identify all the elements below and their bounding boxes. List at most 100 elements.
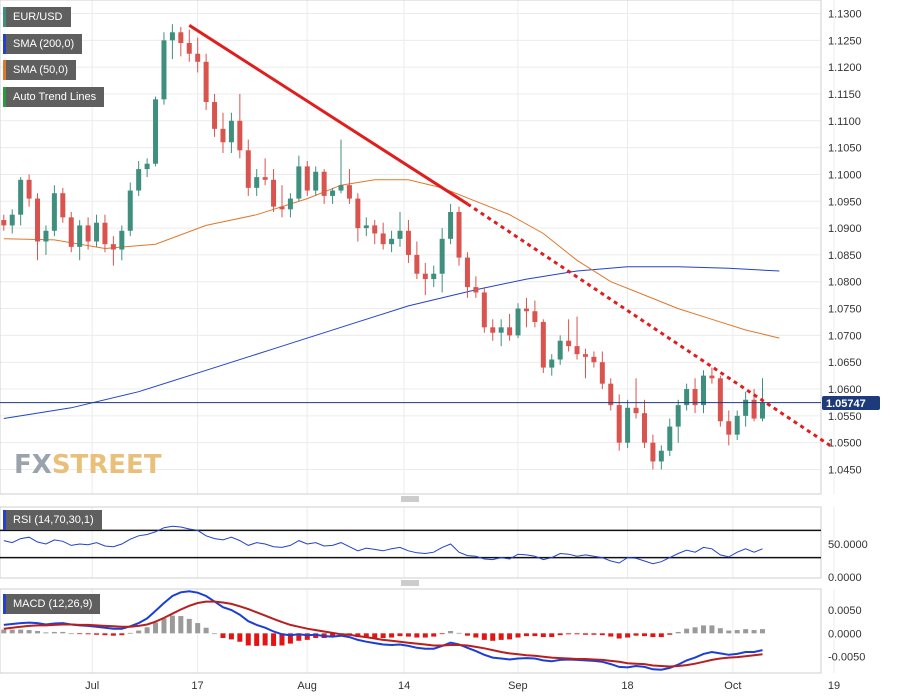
rsi-line <box>3 525 763 565</box>
price-tick-label: 1.1300 <box>828 9 862 21</box>
candle-body <box>599 362 605 384</box>
macd-histogram-bar <box>709 625 715 634</box>
candle-body <box>144 163 150 170</box>
macd-histogram-bar <box>372 633 378 638</box>
candle-body <box>456 211 462 258</box>
pair-swatch <box>3 7 6 27</box>
price-tick-label: 1.0700 <box>828 330 862 342</box>
macd-histogram-bar <box>85 633 91 635</box>
candle-body <box>60 193 66 218</box>
macd-histogram-bar <box>582 633 588 635</box>
macd-histogram-bar <box>77 633 83 635</box>
candle-body <box>35 198 41 242</box>
macd-histogram-bar <box>271 633 277 646</box>
macd-histogram-bar <box>254 633 260 646</box>
macd-histogram-bar <box>490 633 496 641</box>
macd-histogram-bar <box>650 633 656 638</box>
candle-body <box>692 389 698 406</box>
legend-rsi-label: RSI (14,70,30,1) <box>13 514 94 526</box>
legend-trend-lines[interactable]: Auto Trend Lines <box>3 87 105 107</box>
candle-body <box>212 102 218 129</box>
pane-resize-handle-2[interactable] <box>401 580 419 586</box>
candle-body <box>532 311 538 322</box>
candle-body <box>363 225 369 229</box>
candle-body <box>557 340 563 360</box>
macd-histogram-bar <box>51 631 57 634</box>
legend-sma50-label: SMA (50,0) <box>13 64 69 76</box>
candle-body <box>515 308 521 336</box>
macd-histogram-bar <box>119 633 125 636</box>
macd-histogram-bar <box>726 630 732 634</box>
candle-body <box>254 177 260 188</box>
candle-body <box>608 383 614 406</box>
macd-histogram-bar <box>540 633 546 638</box>
candle-body <box>186 43 192 54</box>
candle-body <box>667 426 673 451</box>
time-tick-label: Oct <box>724 680 741 692</box>
macd-histogram-bar <box>464 633 470 636</box>
trend-line-solid <box>188 24 469 206</box>
candle-body <box>102 222 108 245</box>
macd-histogram-bar <box>68 633 74 635</box>
macd-histogram-bar <box>161 618 167 634</box>
candle-body <box>700 375 706 406</box>
candle-body <box>338 185 344 191</box>
candle-body <box>464 257 470 288</box>
legend-pair[interactable]: EUR/USD <box>3 7 71 27</box>
macd-histogram-bar <box>566 633 572 635</box>
price-pane-frame <box>0 0 822 495</box>
candle-body <box>355 198 361 229</box>
candle-body <box>582 354 588 357</box>
candle-body <box>684 389 690 406</box>
candle-body <box>743 399 749 416</box>
macd-histogram-bar <box>35 631 41 634</box>
sma-50-path <box>3 179 780 339</box>
macd-histogram-bar <box>557 633 563 636</box>
macd-tick-label: 0.0050 <box>828 605 862 617</box>
legend-sma50[interactable]: SMA (50,0) <box>3 60 77 80</box>
candle-body <box>153 99 159 164</box>
candle-body <box>540 321 546 368</box>
price-tick-label: 1.0850 <box>828 250 862 262</box>
pane-resize-handle-1[interactable] <box>401 496 419 502</box>
price-tick-label: 1.0950 <box>828 196 862 208</box>
macd-tick-label: -0.0050 <box>828 652 865 664</box>
macd-histogram-bar <box>279 633 285 646</box>
macd-histogram-bar <box>153 622 159 634</box>
candle-body <box>271 179 277 207</box>
macd-histogram-bar <box>414 633 420 638</box>
candle-body <box>734 415 740 435</box>
legend-rsi[interactable]: RSI (14,70,30,1) <box>3 510 102 530</box>
candle-body <box>237 120 243 151</box>
rsi-tick-label: 50.0000 <box>828 539 868 551</box>
macd-histogram-bar <box>296 633 302 641</box>
legend-trend-label: Auto Trend Lines <box>13 91 97 103</box>
legend-sma200-label: SMA (200,0) <box>13 38 75 50</box>
macd-histogram-bar <box>169 615 175 634</box>
macd-histogram-bar <box>110 633 116 636</box>
time-tick-label: Jul <box>85 680 99 692</box>
macd-histogram-bar <box>262 633 268 646</box>
macd-histogram-bar <box>523 633 529 637</box>
sma200-swatch <box>3 34 6 54</box>
candle-body <box>675 405 681 427</box>
trend-line-dotted <box>466 202 831 447</box>
candle-body <box>448 211 454 239</box>
macd-histogram-bar <box>743 629 749 634</box>
candle-body <box>372 225 378 234</box>
candle-body <box>633 407 639 414</box>
candle-body <box>220 128 226 143</box>
macd-histogram-bar <box>675 631 681 634</box>
candle-body <box>726 421 732 435</box>
candle-body <box>751 399 757 419</box>
macd-histogram-bar <box>717 628 723 634</box>
macd-histogram-bar <box>43 632 49 634</box>
legend-macd[interactable]: MACD (12,26,9) <box>3 594 101 614</box>
macd-histogram-bar <box>102 633 108 636</box>
macd-histogram-bar <box>734 630 740 634</box>
candle-body <box>380 233 386 245</box>
time-tick-label: 17 <box>191 680 203 692</box>
legend-sma200[interactable]: SMA (200,0) <box>3 34 83 54</box>
current-price-tag: 1.05747 <box>822 396 880 410</box>
